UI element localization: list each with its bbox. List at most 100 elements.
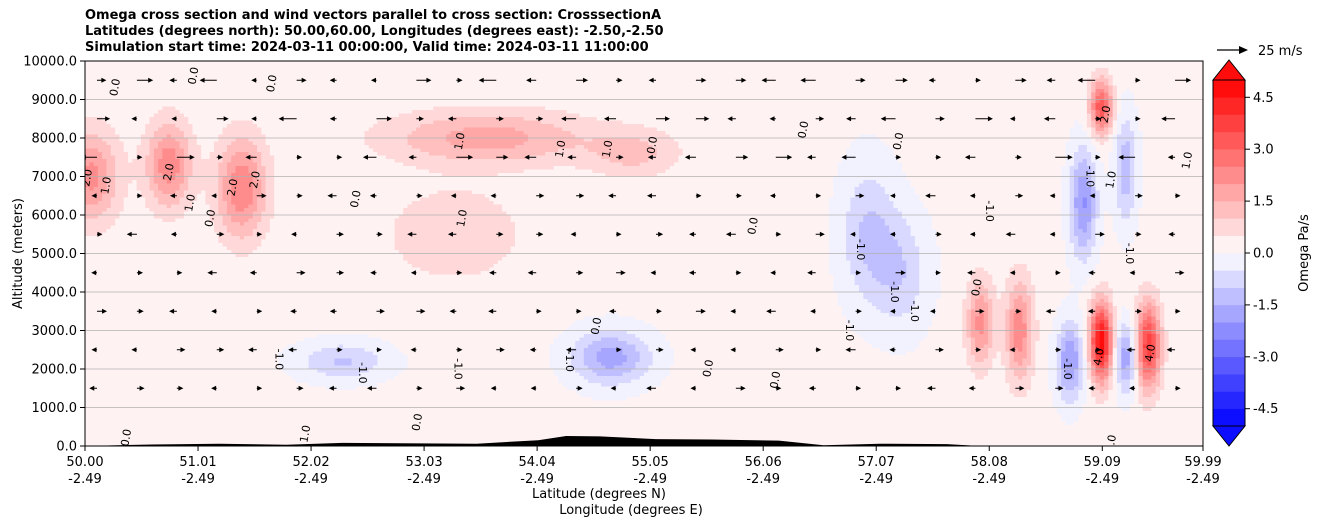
- omega-cell: [975, 267, 985, 272]
- omega-cell: [183, 134, 198, 139]
- omega-cell: [1129, 187, 1135, 192]
- omega-cell: [394, 229, 516, 234]
- wind-vector: [490, 193, 497, 199]
- omega-cell: [1164, 327, 1203, 332]
- omega-cell: [859, 288, 920, 293]
- omega-cell: [1108, 330, 1114, 335]
- omega-cell: [1155, 400, 1203, 405]
- omega-cell: [1000, 292, 1011, 297]
- wind-vector: [376, 308, 385, 314]
- omega-cell: [1160, 358, 1165, 363]
- wind-vector: [1087, 308, 1096, 314]
- omega-cell: [1009, 295, 1019, 300]
- omega-cell: [1095, 225, 1105, 230]
- omega-cell: [828, 232, 847, 237]
- omega-cell: [1104, 169, 1109, 174]
- omega-cell: [140, 194, 155, 199]
- omega-cell: [274, 176, 834, 181]
- omega-cell: [669, 344, 873, 349]
- omega-cell: [1160, 344, 1165, 349]
- omega-cell: [1108, 281, 1144, 286]
- omega-cell: [975, 327, 985, 332]
- omega-cell: [85, 173, 99, 178]
- omega-cell: [1031, 348, 1036, 353]
- omega-cell: [1095, 334, 1101, 339]
- omega-cell: [1160, 309, 1165, 314]
- omega-cell: [833, 190, 856, 195]
- omega-cell: [1091, 274, 1203, 279]
- omega-cell: [1117, 148, 1122, 153]
- wind-vector: [610, 385, 617, 391]
- omega-cell: [1086, 362, 1092, 367]
- omega-cell: [828, 246, 847, 251]
- wind-vector: [655, 308, 662, 314]
- omega-cell: [85, 131, 116, 136]
- omega-cell: [450, 131, 525, 136]
- omega-cell: [1164, 379, 1203, 384]
- omega-cell: [854, 278, 877, 283]
- omega-cell: [381, 337, 555, 342]
- omega-cell: [639, 138, 675, 143]
- omega-cell: [201, 155, 211, 160]
- omega-cell: [846, 218, 864, 223]
- omega-cell: [833, 285, 860, 290]
- omega-cell: [846, 211, 869, 216]
- omega-cell: [149, 148, 155, 153]
- omega-cell: [644, 372, 671, 377]
- omega-cell: [123, 204, 146, 209]
- omega-cell: [85, 92, 1088, 97]
- omega-cell: [1065, 152, 1075, 157]
- omega-cell: [914, 236, 937, 241]
- omega-cell: [1099, 201, 1118, 206]
- omega-cell: [257, 246, 396, 251]
- omega-cell: [252, 190, 262, 195]
- omega-cell: [1164, 306, 1203, 311]
- omega-cell: [1052, 400, 1066, 405]
- omega-cell: [1091, 358, 1097, 363]
- wind-vector: [735, 154, 749, 160]
- omega-cell: [1142, 386, 1157, 391]
- wind-vector: [775, 347, 784, 353]
- omega-cell: [269, 152, 378, 157]
- omega-cell: [1138, 127, 1203, 132]
- colorbar-tick-label: 4.5: [1253, 91, 1274, 106]
- omega-cell: [158, 110, 181, 115]
- omega-cell: [166, 204, 172, 209]
- omega-cell: [626, 341, 645, 346]
- omega-cell: [136, 148, 151, 153]
- omega-cell: [502, 257, 830, 262]
- omega-cell: [437, 190, 473, 195]
- omega-cell: [196, 197, 206, 202]
- omega-cell: [970, 274, 993, 279]
- omega-cell: [1091, 134, 1101, 139]
- omega-cell: [1082, 316, 1088, 321]
- omega-cell: [1091, 232, 1097, 237]
- omega-cell: [218, 134, 267, 139]
- omega-cell: [579, 393, 641, 398]
- omega-cell: [85, 85, 1088, 90]
- omega-cell: [377, 355, 409, 360]
- omega-cell: [128, 152, 138, 157]
- omega-cell: [420, 148, 559, 153]
- omega-cell: [992, 330, 1006, 335]
- omega-cell: [1078, 183, 1088, 188]
- omega-cell: [1091, 120, 1097, 125]
- omega-cell: [102, 197, 112, 202]
- omega-cell: [1134, 316, 1140, 321]
- contour-label: 1.0: [1103, 170, 1119, 189]
- omega-cell: [175, 176, 185, 181]
- contour-label: 0.0: [186, 66, 202, 85]
- omega-cell: [1086, 120, 1092, 125]
- omega-cell: [932, 222, 1062, 227]
- omega-cell: [1155, 316, 1161, 321]
- omega-cell: [970, 320, 976, 325]
- omega-cell: [158, 201, 181, 206]
- omega-cell: [1095, 82, 1105, 87]
- omega-cell: [639, 376, 667, 381]
- omega-cell: [85, 397, 593, 402]
- omega-cell: [850, 141, 886, 146]
- omega-cell: [1164, 309, 1203, 314]
- omega-cell: [1142, 323, 1148, 328]
- omega-cell: [1091, 341, 1097, 346]
- omega-cell: [248, 138, 267, 143]
